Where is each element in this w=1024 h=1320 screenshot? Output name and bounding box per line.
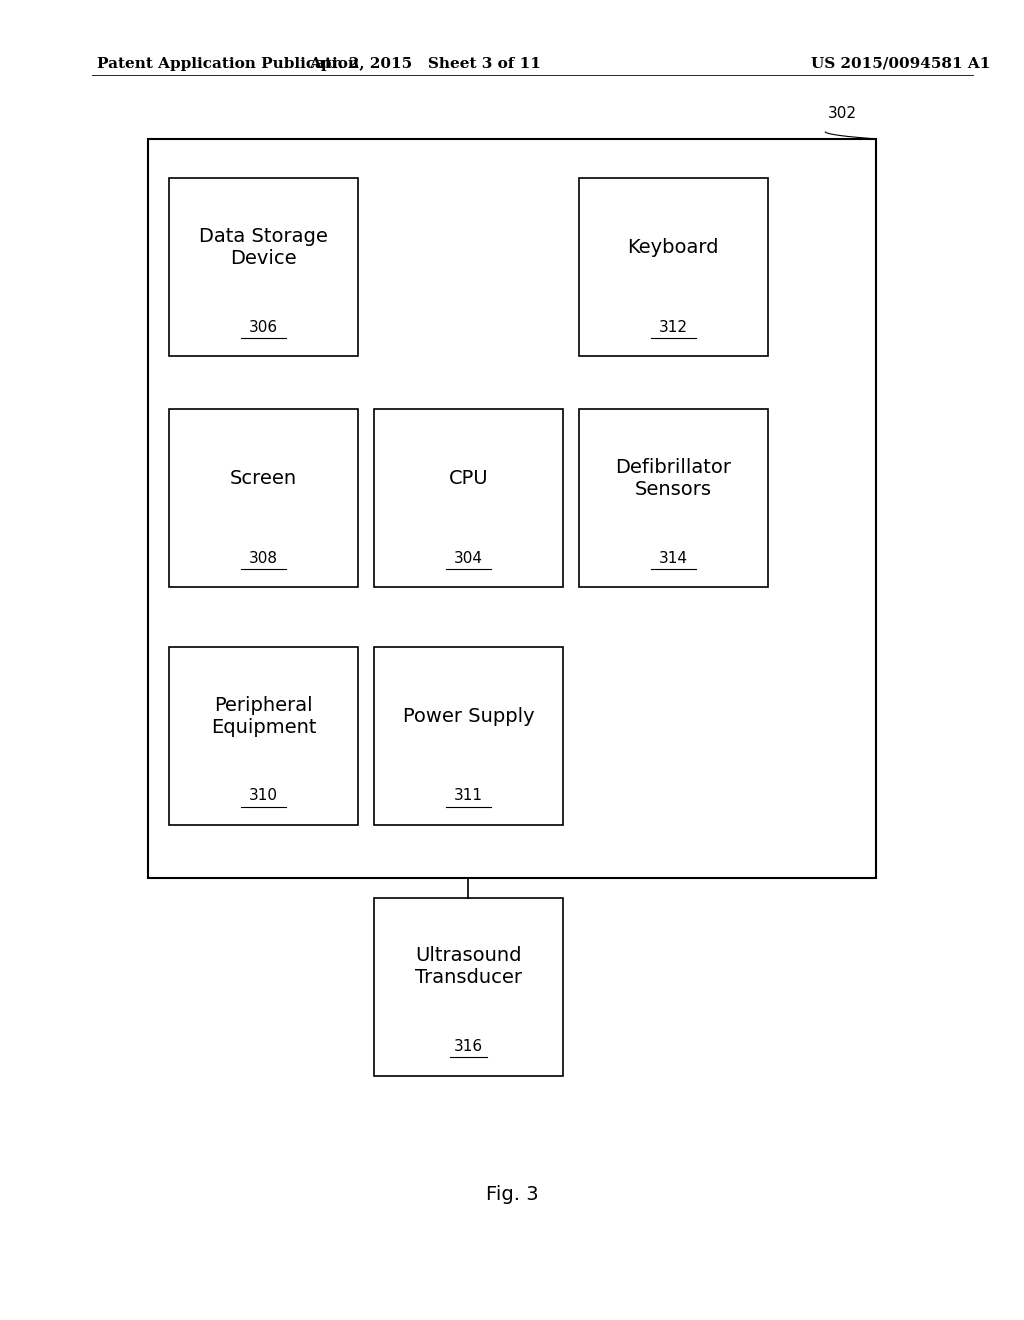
FancyBboxPatch shape xyxy=(169,647,358,825)
Text: 311: 311 xyxy=(454,788,483,804)
Text: Power Supply: Power Supply xyxy=(402,706,535,726)
Text: Defibrillator
Sensors: Defibrillator Sensors xyxy=(615,458,731,499)
Text: 308: 308 xyxy=(249,550,279,566)
FancyBboxPatch shape xyxy=(374,647,563,825)
Text: 316: 316 xyxy=(454,1039,483,1055)
FancyBboxPatch shape xyxy=(169,409,358,587)
Text: Apr. 2, 2015   Sheet 3 of 11: Apr. 2, 2015 Sheet 3 of 11 xyxy=(309,57,541,71)
Text: 306: 306 xyxy=(249,319,279,335)
FancyBboxPatch shape xyxy=(148,139,876,878)
Text: Ultrasound
Transducer: Ultrasound Transducer xyxy=(415,946,522,987)
Text: 310: 310 xyxy=(249,788,279,804)
Text: 314: 314 xyxy=(658,550,688,566)
Text: Keyboard: Keyboard xyxy=(628,238,719,257)
Text: 302: 302 xyxy=(827,107,856,121)
Text: Screen: Screen xyxy=(230,469,297,488)
Text: Fig. 3: Fig. 3 xyxy=(485,1185,539,1204)
Text: 304: 304 xyxy=(454,550,483,566)
FancyBboxPatch shape xyxy=(374,898,563,1076)
FancyBboxPatch shape xyxy=(374,409,563,587)
Text: US 2015/0094581 A1: US 2015/0094581 A1 xyxy=(811,57,991,71)
FancyBboxPatch shape xyxy=(579,409,768,587)
Text: 312: 312 xyxy=(658,319,688,335)
Text: CPU: CPU xyxy=(449,469,488,488)
Text: Patent Application Publication: Patent Application Publication xyxy=(97,57,359,71)
FancyBboxPatch shape xyxy=(169,178,358,356)
FancyBboxPatch shape xyxy=(579,178,768,356)
Text: Data Storage
Device: Data Storage Device xyxy=(200,227,328,268)
Text: Peripheral
Equipment: Peripheral Equipment xyxy=(211,696,316,737)
